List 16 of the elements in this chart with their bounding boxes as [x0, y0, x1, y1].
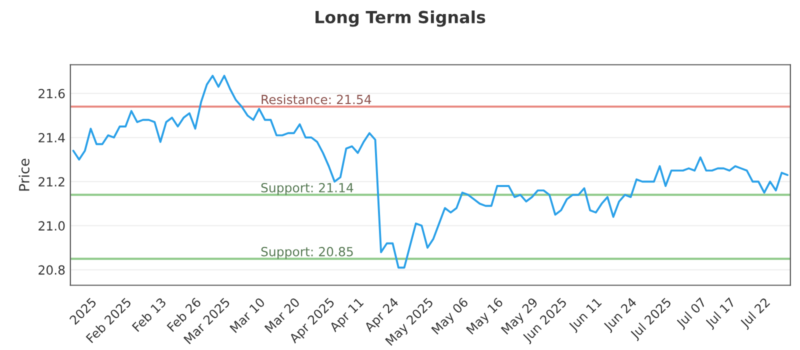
y-axis-title: Price	[18, 158, 30, 191]
x-tick-label: Mar 10	[229, 297, 266, 334]
y-tick-label: 20.8	[38, 265, 65, 275]
line-series	[72, 74, 788, 269]
x-tick-label: Jul 22	[739, 297, 772, 330]
ref-line-label: Support: 21.14	[261, 182, 354, 195]
y-tick-label: 21.4	[38, 132, 65, 142]
x-tick-label: Jun 11	[568, 297, 604, 334]
ref-line-label: Resistance: 21.54	[262, 94, 372, 104]
ref-line-label: Support: 20.85	[261, 246, 353, 259]
x-tick-label: Feb 13	[132, 297, 167, 332]
y-tick-label: 21.0	[38, 221, 65, 231]
y-tick-label: 21.2	[38, 177, 64, 186]
y-tick-label: 21.6	[38, 88, 65, 98]
chart-title: Long Term Signals	[316, 10, 486, 27]
x-tick-label: Jul 17	[704, 297, 738, 330]
